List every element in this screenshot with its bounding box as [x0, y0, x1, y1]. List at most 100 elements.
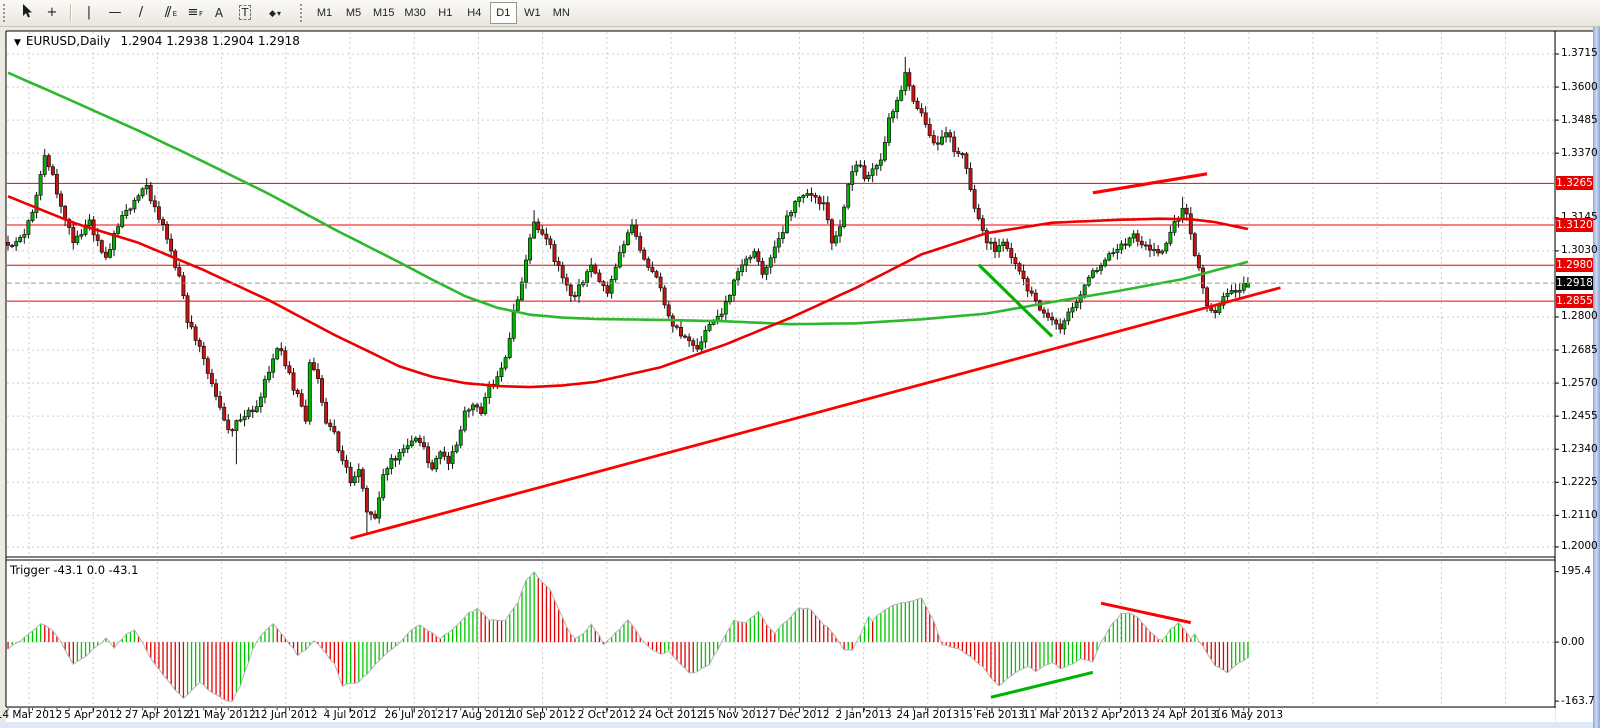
- histogram-bar: [1173, 626, 1176, 643]
- bear-candle: [829, 219, 834, 244]
- toolbar-grip-2[interactable]: [300, 4, 306, 22]
- timeframe-button-w1[interactable]: W1: [519, 2, 546, 24]
- bear-candle: [1233, 290, 1238, 293]
- bear-candle: [328, 422, 333, 427]
- histogram-bar: [725, 634, 727, 643]
- bull-candle: [532, 221, 537, 239]
- bear-candle: [185, 295, 190, 323]
- bear-candle: [1156, 249, 1161, 254]
- text-label-icon: T: [238, 5, 252, 20]
- trendline-icon: /: [138, 5, 144, 20]
- histogram-bar: [892, 605, 894, 643]
- text-tool-button[interactable]: A: [207, 2, 231, 24]
- histogram-bar: [745, 622, 747, 643]
- date-tick-label: 2 Oct 2012: [577, 709, 636, 721]
- vertical-line-tool-button[interactable]: |: [77, 2, 101, 24]
- histogram-bar: [84, 642, 87, 657]
- bear-candle: [948, 132, 953, 138]
- equidistant-channel-tool-button[interactable]: //E: [155, 2, 179, 24]
- chart-dropdown-icon[interactable]: ▼: [14, 38, 21, 48]
- hline-price-label-box: 1.3265: [1556, 176, 1593, 191]
- indicator-tick-label: 195.4: [1561, 565, 1592, 578]
- chart-title[interactable]: ▼ EURUSD,Daily 1.2904 1.2938 1.2904 1.2918: [14, 34, 300, 48]
- histogram-bar: [113, 642, 115, 649]
- histogram-bar: [1161, 640, 1163, 643]
- bear-candle: [634, 224, 639, 237]
- fibonacci-tool-button[interactable]: ≡ F: [181, 2, 205, 24]
- histogram-bar: [961, 642, 964, 652]
- histogram-bar: [578, 636, 580, 643]
- toolbar-grip[interactable]: [3, 4, 9, 22]
- timeframe-button-d1[interactable]: D1: [489, 2, 517, 24]
- bull-candle: [238, 419, 243, 422]
- bear-candle: [907, 72, 912, 87]
- histogram-bar: [1027, 642, 1029, 666]
- date-tick-label: 24 Oct 2012: [638, 709, 704, 721]
- bull-candle: [850, 171, 855, 185]
- timeframe-button-m5[interactable]: M5: [340, 2, 367, 24]
- timeframe-button-m15[interactable]: M15: [369, 2, 398, 24]
- bull-candle: [870, 168, 875, 176]
- histogram-bar: [1177, 622, 1180, 643]
- bear-candle: [1009, 248, 1014, 258]
- histogram-bar: [158, 642, 160, 669]
- histogram-bar: [1124, 613, 1127, 643]
- bull-candle: [1090, 270, 1095, 278]
- histogram-bar: [1145, 626, 1147, 643]
- cursor-icon: [22, 4, 32, 18]
- date-tick-label: 5 Apr 2012: [64, 709, 123, 721]
- histogram-bar: [602, 642, 605, 645]
- histogram-bar: [154, 642, 156, 665]
- bull-candle: [797, 196, 802, 202]
- arrows-tool-button[interactable]: ◆▾: [259, 2, 291, 24]
- crosshair-tool-button[interactable]: +: [40, 2, 64, 24]
- timeframe-button-h4[interactable]: H4: [461, 2, 488, 24]
- histogram-bar: [40, 623, 42, 643]
- bull-candle: [515, 299, 520, 311]
- histogram-bar: [394, 642, 397, 647]
- price-scale-bg[interactable]: [1556, 31, 1593, 722]
- bear-candle: [825, 202, 830, 221]
- fibonacci-icon: ≡: [187, 5, 199, 20]
- histogram-bar: [782, 623, 784, 643]
- bull-candle: [454, 444, 459, 453]
- timeframe-button-m1[interactable]: M1: [311, 2, 338, 24]
- bear-candle: [446, 455, 451, 464]
- chevron-down-icon: ▾: [276, 8, 281, 18]
- bear-candle: [189, 321, 194, 328]
- timeframe-button-h1[interactable]: H1: [432, 2, 459, 24]
- text-label-tool-button[interactable]: T: [233, 2, 257, 24]
- bull-candle: [581, 282, 586, 286]
- trendline-tool-button[interactable]: /: [129, 2, 153, 24]
- timeframe-button-mn[interactable]: MN: [548, 2, 575, 24]
- chart-symbol-label: EURUSD,Daily: [25, 34, 111, 48]
- bull-candle: [1115, 248, 1120, 253]
- histogram-bar: [814, 615, 817, 643]
- bull-candle: [511, 310, 516, 339]
- histogram-bar: [190, 642, 193, 691]
- histogram-bar: [1141, 622, 1143, 643]
- histogram-bar: [472, 611, 474, 643]
- horizontal-line-tool-button[interactable]: —: [103, 2, 127, 24]
- histogram-bar: [133, 629, 136, 643]
- bull-candle: [1245, 282, 1250, 288]
- cursor-tool-button[interactable]: [14, 2, 38, 24]
- date-scale-bg[interactable]: [6, 708, 1555, 722]
- histogram-bar: [647, 642, 649, 647]
- window-scrollbar[interactable]: [1593, 27, 1600, 728]
- histogram-bar: [468, 612, 470, 643]
- histogram-bar: [1218, 642, 1220, 668]
- indicator-trendline-object: [1100, 601, 1192, 625]
- bear-candle: [201, 345, 206, 360]
- histogram-bar: [403, 638, 405, 643]
- histogram-bar: [178, 642, 180, 694]
- histogram-bar: [186, 642, 189, 695]
- bear-candle: [658, 276, 663, 289]
- bear-candle: [50, 166, 55, 175]
- bull-candle: [772, 246, 777, 259]
- vertical-line-icon: |: [86, 5, 92, 20]
- histogram-bar: [859, 634, 862, 643]
- histogram-bar: [427, 631, 429, 643]
- timeframe-button-m30[interactable]: M30: [400, 2, 429, 24]
